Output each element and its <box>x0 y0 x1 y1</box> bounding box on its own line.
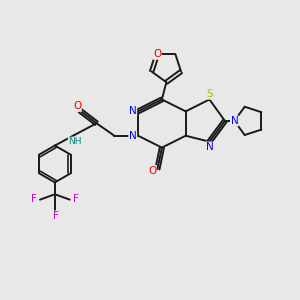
Text: S: S <box>207 89 213 99</box>
Text: O: O <box>153 49 161 59</box>
Text: N: N <box>129 106 136 116</box>
Text: N: N <box>206 142 213 152</box>
Text: F: F <box>73 194 79 204</box>
Text: F: F <box>52 211 59 221</box>
Text: O: O <box>73 101 81 111</box>
Text: O: O <box>148 166 156 176</box>
Text: NH: NH <box>68 137 82 146</box>
Text: F: F <box>31 194 37 204</box>
Text: N: N <box>129 131 136 141</box>
Text: N: N <box>230 116 238 126</box>
